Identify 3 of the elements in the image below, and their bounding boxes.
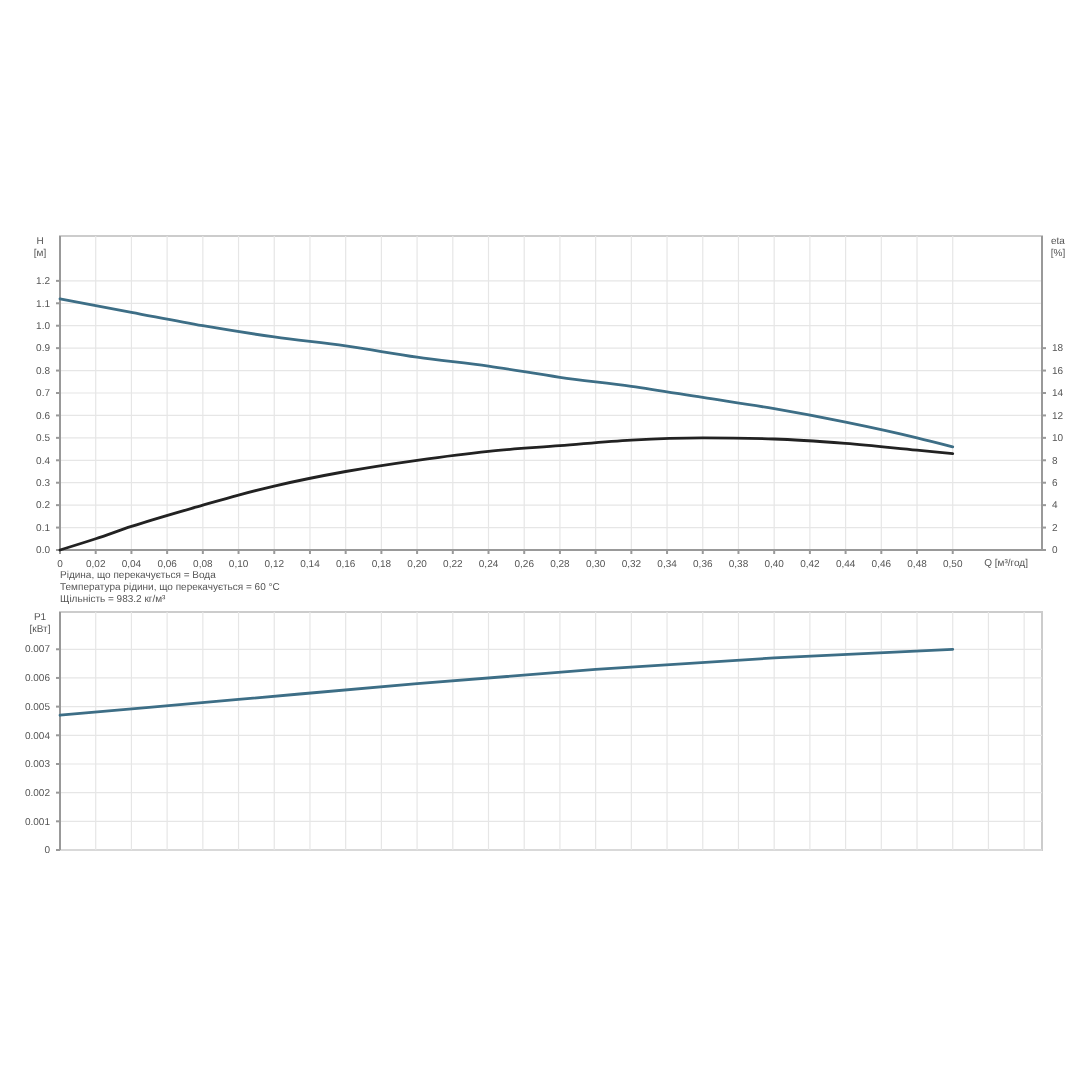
line-series xyxy=(58,647,955,717)
line-series xyxy=(58,436,955,552)
line-series xyxy=(58,297,955,449)
